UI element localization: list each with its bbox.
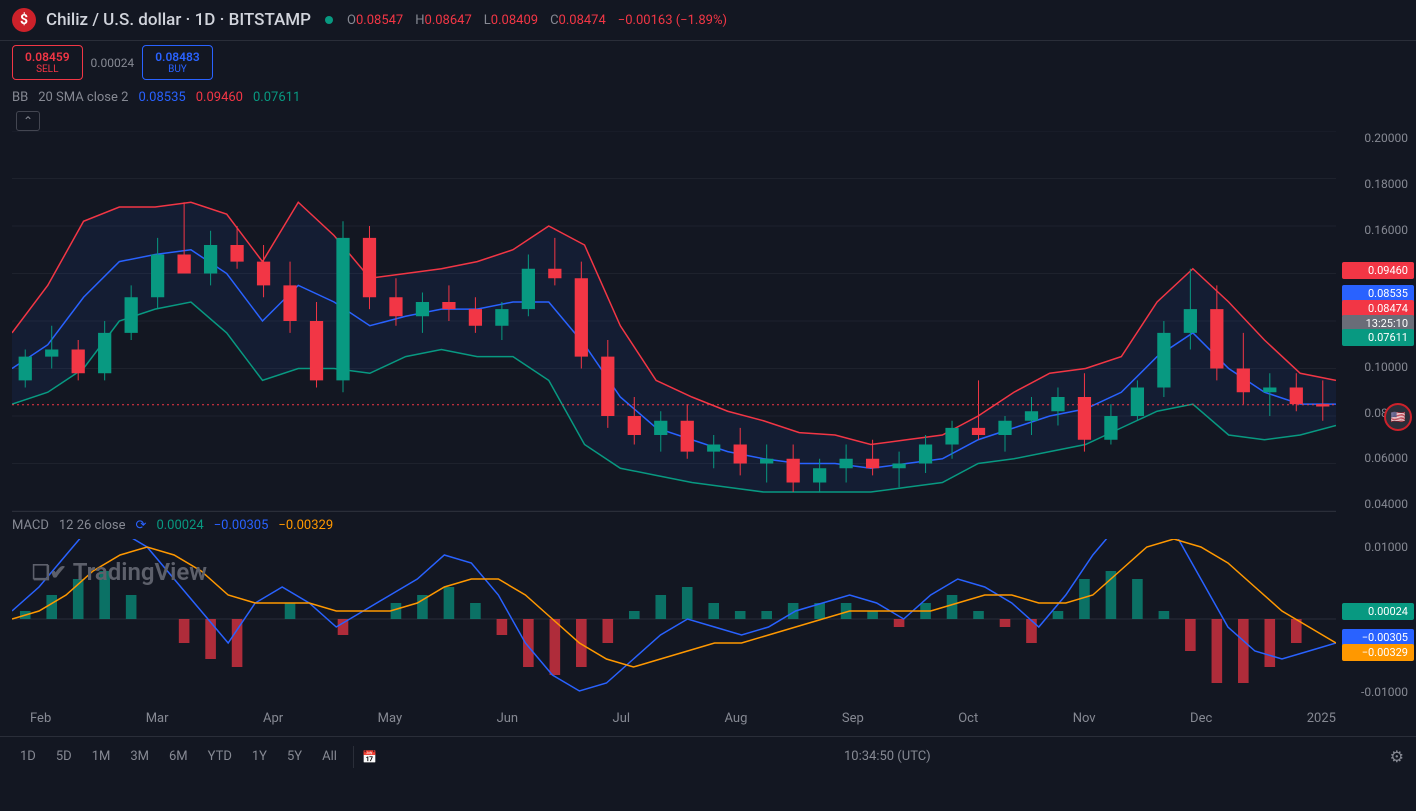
x-tick: 2025	[1307, 711, 1336, 726]
symbol-title[interactable]: Chiliz / U.S. dollar · 1D · BITSTAMP	[46, 10, 311, 30]
price-axis-label: 0.08535	[1342, 285, 1414, 302]
macd-y-tick: -0.01000	[1345, 685, 1408, 699]
macd-signal-value: −0.00329	[278, 518, 333, 533]
x-tick: Nov	[1073, 711, 1096, 726]
x-tick: Jul	[613, 711, 631, 726]
y-tick: 0.18000	[1345, 177, 1408, 191]
bb-params: 20 SMA close 2	[38, 90, 128, 105]
symbol-icon: $	[12, 8, 36, 32]
timeframe-6m[interactable]: 6M	[161, 745, 196, 768]
timeframe-5y[interactable]: 5Y	[279, 745, 310, 768]
y-tick: 0.04000	[1345, 497, 1408, 511]
high-value: 0.08647	[425, 13, 472, 28]
news-icon[interactable]: 🇺🇸	[1384, 403, 1412, 431]
x-tick: Dec	[1190, 711, 1212, 726]
collapse-button[interactable]: ⌃	[16, 111, 40, 131]
price-axis-label: 0.09460	[1342, 262, 1414, 279]
timeframe-1m[interactable]: 1M	[84, 745, 119, 768]
timeframe-ytd[interactable]: YTD	[200, 745, 240, 768]
sell-price: 0.08459	[25, 50, 70, 64]
buy-price: 0.08483	[155, 50, 200, 64]
spread-value: 0.00024	[91, 56, 135, 70]
timeframe-buttons: 1D5D1M3M6MYTD1Y5YAll	[12, 745, 345, 768]
open-value: 0.08547	[356, 13, 403, 28]
sell-button[interactable]: 0.08459 SELL	[12, 45, 83, 80]
timeframe-1d[interactable]: 1D	[12, 745, 44, 768]
tv-logo-icon: ❏✔	[32, 560, 67, 584]
x-tick: Sep	[842, 711, 864, 726]
macd-indicator-row: MACD 12 26 close ⟳ 0.00024 −0.00305 −0.0…	[12, 512, 1336, 539]
low-label: L	[484, 13, 491, 28]
time-x-axis[interactable]: Feb Mar Apr May Jun Jul Aug Sep Oct Nov Dec 2025	[0, 701, 1416, 736]
footer: 1D5D1M3M6MYTD1Y5YAll 📅 10:34:50 (UTC) ⚙	[0, 736, 1416, 776]
bb-upper-value: 0.09460	[196, 90, 243, 105]
price-chart[interactable]: 0.200000.180000.160000.140000.120000.100…	[12, 131, 1336, 511]
macd-axis-label: 0.00024	[1342, 603, 1414, 620]
change-value: −0.00163 (−1.89%)	[618, 13, 727, 28]
bb-basis-value: 0.08535	[138, 90, 185, 105]
bb-lower-value: 0.07611	[253, 90, 300, 105]
timeframe-all[interactable]: All	[314, 745, 345, 768]
price-axis-label: 0.07611	[1342, 329, 1414, 346]
x-tick: Oct	[958, 711, 978, 726]
timeframe-5d[interactable]: 5D	[48, 745, 80, 768]
clock: 10:34:50 (UTC)	[844, 749, 931, 764]
x-tick: Jun	[497, 711, 519, 726]
open-label: O	[347, 13, 356, 28]
macd-hist-value: 0.00024	[156, 518, 203, 533]
bb-label: BB	[12, 90, 28, 105]
calendar-icon[interactable]: 📅	[353, 746, 385, 768]
macd-chart[interactable]: MACD 12 26 close ⟳ 0.00024 −0.00305 −0.0…	[12, 511, 1336, 701]
ohlc-display: O0.08547 H0.08647 L0.08409 C0.08474 −0.0…	[347, 13, 727, 28]
x-tick: May	[378, 711, 402, 726]
y-tick: 0.20000	[1345, 131, 1408, 145]
buy-label: BUY	[155, 64, 200, 75]
sell-label: SELL	[25, 64, 70, 75]
settings-icon[interactable]: ⚙	[1390, 747, 1404, 766]
macd-y-tick: 0.01000	[1345, 540, 1408, 554]
refresh-icon[interactable]: ⟳	[136, 518, 147, 533]
x-tick: Mar	[146, 711, 169, 726]
x-tick: Aug	[725, 711, 748, 726]
buy-button[interactable]: 0.08483 BUY	[142, 45, 213, 80]
y-tick: 0.16000	[1345, 223, 1408, 237]
high-label: H	[415, 13, 424, 28]
timeframe-1y[interactable]: 1Y	[244, 745, 275, 768]
low-value: 0.08409	[491, 13, 538, 28]
macd-axis-label: −0.00329	[1342, 644, 1414, 661]
tradingview-watermark: ❏✔ TradingView	[32, 558, 207, 586]
close-value: 0.08474	[559, 13, 606, 28]
macd-label: MACD	[12, 518, 49, 533]
timeframe-3m[interactable]: 3M	[122, 745, 157, 768]
x-tick: Apr	[263, 711, 283, 726]
y-tick: 0.10000	[1345, 360, 1408, 374]
chart-header: $ Chiliz / U.S. dollar · 1D · BITSTAMP O…	[0, 0, 1416, 41]
close-label: C	[550, 13, 558, 28]
x-tick: Feb	[30, 711, 51, 726]
y-tick: 0.06000	[1345, 451, 1408, 465]
market-status-dot	[325, 16, 333, 24]
macd-params: 12 26 close	[59, 518, 126, 533]
watermark-text: TradingView	[73, 558, 207, 586]
bb-indicator-row: BB 20 SMA close 2 0.08535 0.09460 0.0761…	[0, 84, 1416, 111]
macd-line-value: −0.00305	[214, 518, 269, 533]
buy-sell-row: 0.08459 SELL 0.00024 0.08483 BUY	[0, 41, 1416, 84]
